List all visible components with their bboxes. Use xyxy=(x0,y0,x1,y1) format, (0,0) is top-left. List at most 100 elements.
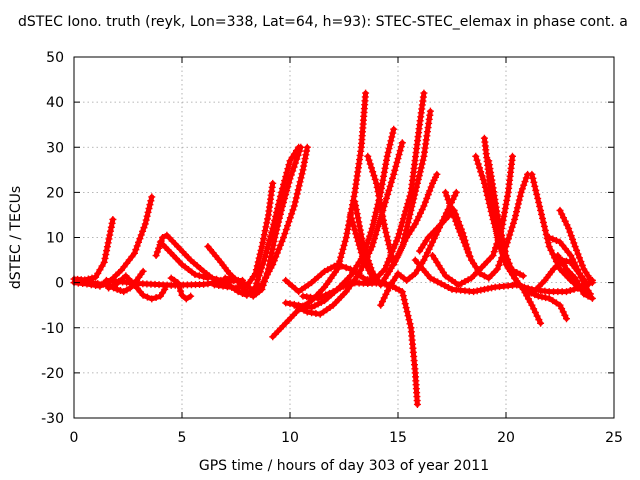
plus-marker xyxy=(549,297,557,305)
plus-marker xyxy=(378,298,386,306)
plus-marker xyxy=(387,178,395,186)
plus-marker xyxy=(261,227,269,235)
series-19 xyxy=(351,170,441,289)
plus-marker xyxy=(293,190,301,198)
plus-marker xyxy=(260,235,268,243)
plus-marker xyxy=(393,237,401,245)
plus-marker xyxy=(496,239,504,247)
plus-marker xyxy=(534,292,542,300)
plus-marker xyxy=(195,272,203,280)
plus-marker xyxy=(361,246,369,254)
plus-marker xyxy=(382,262,390,270)
plus-marker xyxy=(556,206,564,214)
plus-marker xyxy=(142,216,150,224)
plus-marker xyxy=(276,192,284,200)
plus-marker xyxy=(476,270,484,278)
plus-marker xyxy=(588,276,596,284)
plus-marker xyxy=(570,259,578,267)
plus-marker xyxy=(485,199,493,207)
plus-marker xyxy=(495,261,503,269)
plus-marker xyxy=(269,179,277,187)
plus-marker xyxy=(486,203,494,211)
plus-marker xyxy=(529,174,537,182)
plus-marker xyxy=(433,170,441,178)
plus-marker xyxy=(253,279,261,287)
plus-marker xyxy=(292,194,300,202)
plus-marker xyxy=(451,192,459,200)
plus-marker xyxy=(380,172,388,180)
plus-marker xyxy=(191,271,199,279)
plus-marker xyxy=(399,241,407,249)
plus-marker xyxy=(152,252,160,260)
plus-marker xyxy=(394,252,402,260)
plus-marker xyxy=(104,239,112,247)
plus-marker xyxy=(516,192,524,200)
plus-marker xyxy=(354,214,362,222)
plus-marker xyxy=(417,164,425,172)
plus-marker xyxy=(538,210,546,218)
plus-marker xyxy=(580,290,588,298)
plus-marker xyxy=(299,166,307,174)
plus-marker xyxy=(388,133,396,141)
plus-marker xyxy=(342,234,350,241)
plus-marker xyxy=(396,226,404,234)
plus-marker xyxy=(344,225,352,233)
plus-marker xyxy=(359,243,367,251)
plus-marker xyxy=(139,267,147,275)
plus-marker xyxy=(200,273,208,281)
plus-marker xyxy=(377,301,385,309)
series-markers xyxy=(411,256,521,296)
plus-marker xyxy=(257,246,265,254)
y-tick-label: 30 xyxy=(46,140,64,156)
plus-marker xyxy=(352,206,360,214)
plus-marker xyxy=(493,265,501,273)
plus-marker xyxy=(538,214,546,222)
plus-marker xyxy=(367,228,375,236)
plus-marker xyxy=(544,239,552,247)
plus-marker xyxy=(100,258,108,266)
plus-marker xyxy=(303,143,311,151)
x-tick-label: 10 xyxy=(281,430,299,446)
plus-marker xyxy=(521,178,529,186)
plus-marker xyxy=(454,224,462,232)
plus-marker xyxy=(357,230,365,238)
plus-marker xyxy=(403,203,411,211)
plus-marker xyxy=(376,200,384,208)
plus-marker xyxy=(412,187,420,195)
plus-marker xyxy=(398,139,406,147)
plus-marker xyxy=(294,186,302,194)
plus-marker xyxy=(382,160,390,168)
plus-marker xyxy=(366,160,374,168)
plus-marker xyxy=(148,295,156,303)
plus-marker xyxy=(376,196,384,204)
plus-marker xyxy=(132,246,140,254)
plus-marker xyxy=(418,206,426,214)
plus-marker xyxy=(588,294,596,302)
plus-marker xyxy=(421,198,429,206)
plus-marker xyxy=(270,257,278,265)
plus-marker xyxy=(275,245,283,253)
plus-marker xyxy=(148,193,156,201)
plus-marker xyxy=(386,141,394,149)
plus-marker xyxy=(533,190,541,198)
plus-marker xyxy=(429,238,437,246)
plus-marker xyxy=(520,181,528,189)
plus-marker xyxy=(298,170,306,178)
plus-marker xyxy=(492,244,500,252)
plus-marker xyxy=(501,204,509,212)
plus-marker xyxy=(545,243,553,251)
plus-marker xyxy=(502,200,510,208)
plus-marker xyxy=(295,182,303,190)
plus-marker xyxy=(418,160,426,168)
plus-marker xyxy=(394,155,402,163)
series-layer xyxy=(70,89,596,408)
series-markers xyxy=(472,152,527,280)
plus-marker xyxy=(373,183,381,191)
plus-marker xyxy=(509,219,517,227)
series-5 xyxy=(156,238,212,282)
plus-marker xyxy=(518,185,526,193)
plus-marker xyxy=(573,246,581,254)
plus-marker xyxy=(393,158,401,166)
plus-marker xyxy=(586,290,594,298)
plus-marker xyxy=(497,243,505,251)
